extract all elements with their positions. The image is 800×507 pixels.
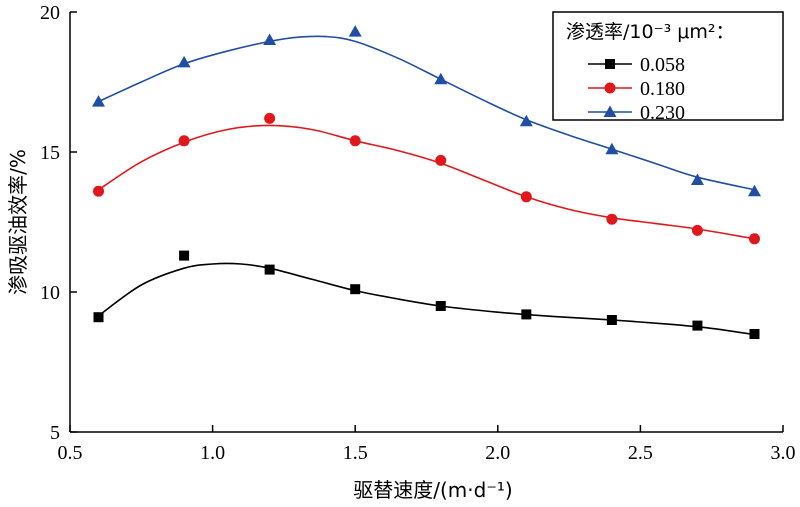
- legend-entry-1: 0.180: [588, 78, 685, 100]
- x-tick-label-2: 1.5: [343, 442, 368, 464]
- y-tick-label-2: 15: [40, 142, 60, 164]
- data-point-2-8: [747, 184, 761, 197]
- legend-label-1: 0.180: [640, 78, 685, 100]
- data-point-1-1: [178, 135, 190, 147]
- data-point-1-8: [748, 233, 760, 245]
- data-point-0-7: [692, 320, 703, 331]
- x-tick-labels: 0.5 1.0 1.5 2.0 2.5 3.0: [58, 442, 796, 464]
- series-circle: [93, 112, 760, 245]
- legend-entry-0: 0.058: [588, 54, 685, 76]
- series-fit-line-0: [98, 262, 755, 336]
- data-point-1-3: [349, 135, 361, 147]
- data-point-2-3: [348, 25, 362, 37]
- data-point-0-5: [521, 309, 532, 320]
- series-triangle: [92, 25, 761, 197]
- data-point-0-6: [606, 315, 617, 325]
- data-point-2-0: [92, 95, 106, 107]
- series-layer: [92, 25, 761, 339]
- data-point-0-8: [749, 329, 760, 339]
- legend-title: 渗透率/10⁻³ μm²：: [566, 21, 734, 43]
- legend-box: [552, 11, 784, 121]
- data-point-0-4: [435, 301, 446, 311]
- data-point-0-1: [179, 250, 190, 261]
- y-tick-labels: 5 10 15 20: [40, 2, 60, 444]
- legend-label-2: 0.230: [640, 102, 685, 124]
- x-tick-label-3: 2.0: [485, 442, 510, 464]
- y-tick-label-3: 20: [40, 2, 60, 24]
- axis-ticks: [69, 11, 784, 433]
- series-square: [93, 250, 760, 339]
- y-tick-label-0: 5: [50, 422, 60, 444]
- x-tick-label-1: 1.0: [200, 442, 225, 464]
- data-point-1-2: [264, 112, 276, 124]
- data-point-2-4: [434, 72, 448, 85]
- data-point-1-0: [93, 185, 105, 197]
- legend-marker-1: [604, 82, 616, 94]
- x-axis-title: 驱替速度/(m·d⁻¹): [353, 478, 512, 502]
- series-fit-line-1: [98, 124, 755, 240]
- legend-entry-2: 0.230: [588, 102, 685, 124]
- data-point-2-2: [263, 33, 277, 45]
- legend-marker-0: [605, 59, 615, 69]
- y-tick-label-1: 10: [40, 282, 60, 304]
- data-point-0-0: [93, 312, 104, 323]
- x-tick-label-4: 2.5: [628, 442, 653, 464]
- data-point-2-7: [690, 173, 704, 185]
- data-point-2-6: [605, 142, 619, 155]
- data-point-1-5: [520, 191, 532, 203]
- data-point-1-4: [435, 154, 447, 166]
- data-point-0-2: [264, 264, 275, 275]
- data-point-2-5: [519, 114, 533, 127]
- data-point-2-1: [177, 55, 191, 68]
- data-point-1-7: [691, 224, 703, 236]
- data-point-1-6: [606, 213, 618, 225]
- y-axis-title: 渗吸驱油效率/%: [6, 149, 30, 295]
- legend-label-0: 0.058: [640, 54, 685, 76]
- legend-marker-2: [603, 105, 617, 117]
- data-point-0-3: [350, 284, 361, 295]
- x-tick-label-5: 3.0: [771, 442, 796, 464]
- plot-frame: [69, 12, 783, 433]
- series-fit-line-2: [98, 35, 755, 191]
- x-tick-label-0: 0.5: [58, 442, 83, 464]
